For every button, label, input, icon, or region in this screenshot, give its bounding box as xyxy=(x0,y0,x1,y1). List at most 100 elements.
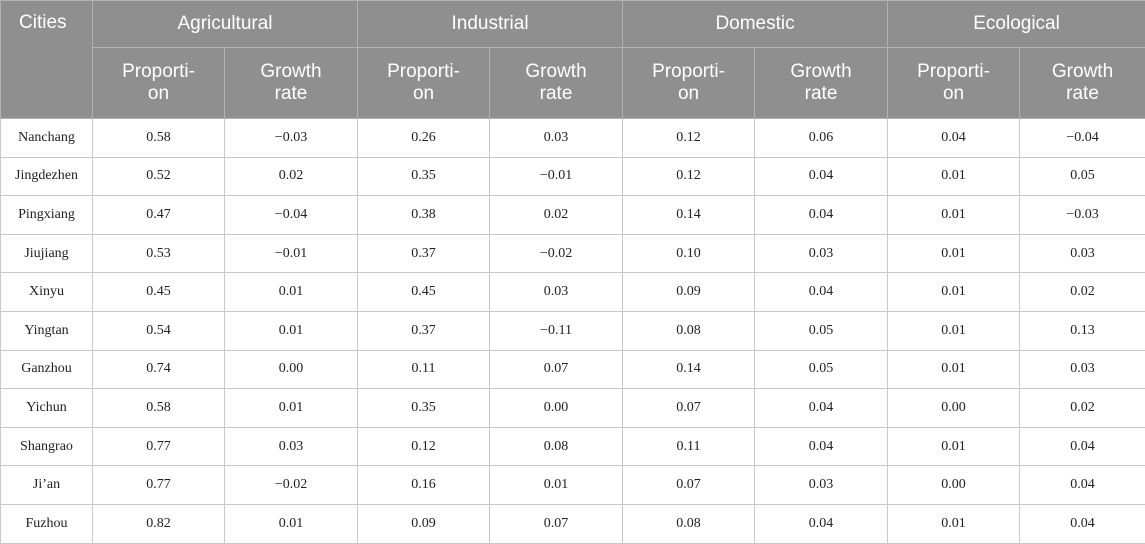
growth-rate-cell: 0.03 xyxy=(1020,234,1145,273)
growth-rate-cell: 0.06 xyxy=(755,119,888,158)
growth-rate-cell: −0.04 xyxy=(225,196,358,235)
header-group-domestic: Domestic xyxy=(623,1,888,48)
proportion-cell: 0.01 xyxy=(888,311,1020,350)
growth-rate-cell: −0.04 xyxy=(1020,119,1145,158)
growth-rate-cell: −0.01 xyxy=(490,157,623,196)
growth-rate-cell: 0.04 xyxy=(1020,504,1145,543)
growth-rate-cell: 0.02 xyxy=(1020,389,1145,428)
growth-line1: Growth xyxy=(260,61,321,82)
growth-rate-cell: 0.00 xyxy=(490,389,623,428)
growth-rate-cell: 0.05 xyxy=(755,311,888,350)
header-group-agricultural: Agricultural xyxy=(93,1,358,48)
city-cell: Shangrao xyxy=(1,427,93,466)
proportion-cell: 0.45 xyxy=(93,273,225,312)
proportion-cell: 0.08 xyxy=(623,504,755,543)
proportion-cell: 0.01 xyxy=(888,196,1020,235)
header-proportion: Proporti-on xyxy=(358,48,490,119)
growth-line2: rate xyxy=(275,83,308,104)
growth-rate-cell: −0.03 xyxy=(1020,196,1145,235)
proportion-cell: 0.01 xyxy=(888,234,1020,273)
growth-rate-cell: 0.03 xyxy=(490,273,623,312)
proportion-cell: 0.00 xyxy=(888,466,1020,505)
growth-rate-cell: −0.03 xyxy=(225,119,358,158)
growth-rate-cell: 0.01 xyxy=(225,389,358,428)
growth-rate-cell: 0.03 xyxy=(490,119,623,158)
proportion-cell: 0.77 xyxy=(93,427,225,466)
growth-rate-cell: 0.04 xyxy=(755,504,888,543)
growth-rate-cell: −0.02 xyxy=(490,234,623,273)
proportion-line2: on xyxy=(943,83,964,104)
proportion-cell: 0.01 xyxy=(888,504,1020,543)
proportion-line1: Proporti- xyxy=(917,61,990,82)
growth-line1: Growth xyxy=(790,61,851,82)
city-cell: Yingtan xyxy=(1,311,93,350)
proportion-cell: 0.53 xyxy=(93,234,225,273)
proportion-cell: 0.04 xyxy=(888,119,1020,158)
proportion-cell: 0.11 xyxy=(623,427,755,466)
growth-rate-cell: −0.11 xyxy=(490,311,623,350)
growth-rate-cell: 0.05 xyxy=(1020,157,1145,196)
growth-line1: Growth xyxy=(525,61,586,82)
city-cell: Nanchang xyxy=(1,119,93,158)
proportion-cell: 0.07 xyxy=(623,466,755,505)
growth-rate-cell: 0.04 xyxy=(755,196,888,235)
growth-rate-cell: 0.03 xyxy=(755,466,888,505)
growth-rate-cell: 0.07 xyxy=(490,504,623,543)
proportion-cell: 0.16 xyxy=(358,466,490,505)
growth-rate-cell: 0.04 xyxy=(1020,427,1145,466)
growth-rate-cell: −0.02 xyxy=(225,466,358,505)
proportion-cell: 0.82 xyxy=(93,504,225,543)
growth-rate-cell: 0.01 xyxy=(225,311,358,350)
proportion-cell: 0.12 xyxy=(623,119,755,158)
growth-rate-cell: 0.04 xyxy=(755,389,888,428)
growth-rate-cell: 0.00 xyxy=(225,350,358,389)
header-proportion: Proporti-on xyxy=(93,48,225,119)
growth-rate-cell: 0.05 xyxy=(755,350,888,389)
proportion-cell: 0.14 xyxy=(623,350,755,389)
city-cell: Pingxiang xyxy=(1,196,93,235)
proportion-cell: 0.37 xyxy=(358,234,490,273)
proportion-cell: 0.38 xyxy=(358,196,490,235)
growth-rate-cell: 0.04 xyxy=(755,157,888,196)
proportion-cell: 0.01 xyxy=(888,350,1020,389)
growth-rate-cell: 0.01 xyxy=(490,466,623,505)
proportion-line2: on xyxy=(678,83,699,104)
proportion-cell: 0.58 xyxy=(93,119,225,158)
proportion-cell: 0.08 xyxy=(623,311,755,350)
growth-line1: Growth xyxy=(1052,61,1113,82)
city-cell: Ji’an xyxy=(1,466,93,505)
proportion-line1: Proporti- xyxy=(652,61,725,82)
proportion-line2: on xyxy=(148,83,169,104)
growth-line2: rate xyxy=(540,83,573,104)
proportion-cell: 0.01 xyxy=(888,427,1020,466)
proportion-cell: 0.47 xyxy=(93,196,225,235)
city-cell: Jingdezhen xyxy=(1,157,93,196)
growth-rate-cell: −0.01 xyxy=(225,234,358,273)
proportion-cell: 0.12 xyxy=(358,427,490,466)
header-group-industrial: Industrial xyxy=(358,1,623,48)
proportion-cell: 0.01 xyxy=(888,157,1020,196)
proportion-cell: 0.26 xyxy=(358,119,490,158)
growth-rate-cell: 0.04 xyxy=(755,427,888,466)
growth-rate-cell: 0.02 xyxy=(1020,273,1145,312)
city-cell: Jiujiang xyxy=(1,234,93,273)
city-cell: Fuzhou xyxy=(1,504,93,543)
growth-rate-cell: 0.02 xyxy=(225,157,358,196)
proportion-cell: 0.35 xyxy=(358,157,490,196)
city-cell: Xinyu xyxy=(1,273,93,312)
proportion-cell: 0.09 xyxy=(358,504,490,543)
growth-rate-cell: 0.01 xyxy=(225,273,358,312)
proportion-cell: 0.35 xyxy=(358,389,490,428)
proportion-cell: 0.09 xyxy=(623,273,755,312)
